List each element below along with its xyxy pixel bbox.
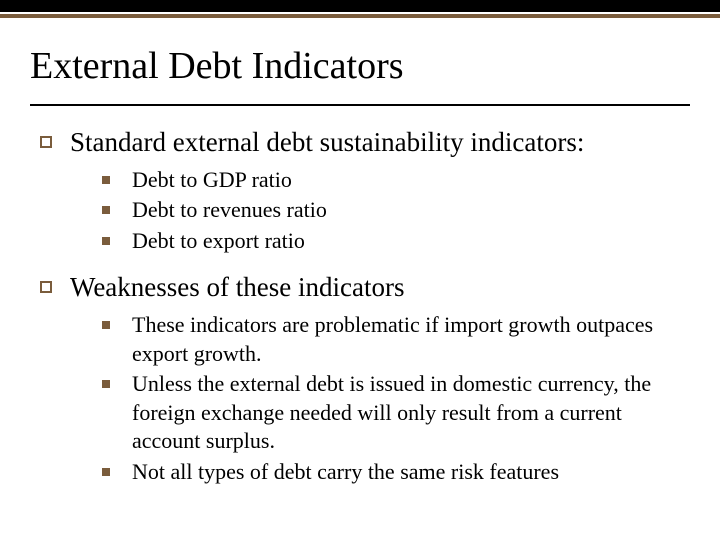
sublist-text: These indicators are problematic if impo… [132, 311, 680, 368]
square-bullet-icon [102, 237, 110, 245]
title-area: External Debt Indicators [0, 18, 720, 96]
sublist-text: Debt to GDP ratio [132, 166, 292, 195]
sublist-text: Unless the external debt is issued in do… [132, 370, 680, 456]
sublist-text: Not all types of debt carry the same ris… [132, 458, 559, 487]
slide-container: External Debt Indicators Standard extern… [0, 0, 720, 540]
sublist-group: Debt to GDP ratio Debt to revenues ratio… [40, 166, 680, 256]
section-heading: Weaknesses of these indicators [70, 271, 404, 305]
sublist-text: Debt to revenues ratio [132, 196, 327, 225]
list-item: Debt to export ratio [102, 227, 680, 256]
list-item: Unless the external debt is issued in do… [102, 370, 680, 456]
square-bullet-icon [102, 468, 110, 476]
square-outline-bullet-icon [40, 281, 52, 293]
list-item: Debt to revenues ratio [102, 196, 680, 225]
top-border-bar [0, 0, 720, 12]
list-item: Standard external debt sustainability in… [40, 126, 680, 160]
square-bullet-icon [102, 206, 110, 214]
square-bullet-icon [102, 176, 110, 184]
square-bullet-icon [102, 380, 110, 388]
list-item: Debt to GDP ratio [102, 166, 680, 195]
sublist-group: These indicators are problematic if impo… [40, 311, 680, 487]
list-item: Weaknesses of these indicators [40, 271, 680, 305]
list-item: Not all types of debt carry the same ris… [102, 458, 680, 487]
slide-title: External Debt Indicators [30, 46, 690, 88]
list-item: These indicators are problematic if impo… [102, 311, 680, 368]
sublist-text: Debt to export ratio [132, 227, 305, 256]
content-area: Standard external debt sustainability in… [0, 106, 720, 487]
square-bullet-icon [102, 321, 110, 329]
section-heading: Standard external debt sustainability in… [70, 126, 584, 160]
square-outline-bullet-icon [40, 136, 52, 148]
